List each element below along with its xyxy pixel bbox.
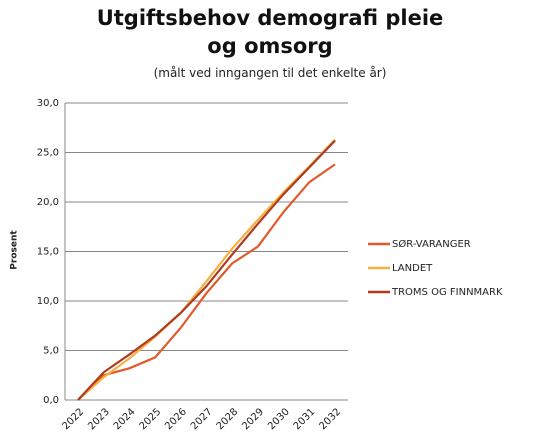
x-tick-label: 2026 [163, 406, 189, 432]
chart-title: Utgiftsbehov demografi pleie og omsorg [96, 6, 444, 58]
y-tick-label: 15,0 [37, 247, 59, 258]
y-tick-label: 25,0 [37, 148, 59, 159]
x-tick-label: 2023 [86, 406, 112, 432]
chart-subtitle: (målt ved inngangen til det enkelte år) [153, 66, 387, 80]
x-tick-label: 2029 [240, 406, 266, 432]
legend-label: SØR-VARANGER [392, 238, 471, 250]
x-tick-label: 2032 [317, 406, 343, 432]
series-line [77, 139, 336, 401]
y-tick-label: 0,0 [43, 395, 59, 406]
series-line [77, 163, 336, 401]
y-tick-label: 10,0 [37, 296, 59, 307]
x-tick-label: 2025 [138, 406, 164, 432]
x-tick-label: 2024 [112, 406, 138, 432]
y-tick-label: 5,0 [43, 346, 59, 357]
y-axis-label: Prosent [10, 230, 20, 270]
y-tick-label: 20,0 [37, 197, 59, 208]
x-tick-label: 2030 [266, 406, 292, 432]
legend-label: LANDET [392, 263, 433, 274]
x-tick-label: 2027 [189, 406, 215, 432]
x-tick-label: 2028 [215, 406, 241, 432]
x-tick-label: 2022 [60, 406, 86, 432]
x-tick-label: 2031 [292, 406, 318, 432]
series-line [77, 138, 336, 401]
legend-label: TROMS OG FINNMARK [391, 287, 503, 298]
y-tick-label: 30,0 [37, 98, 59, 109]
